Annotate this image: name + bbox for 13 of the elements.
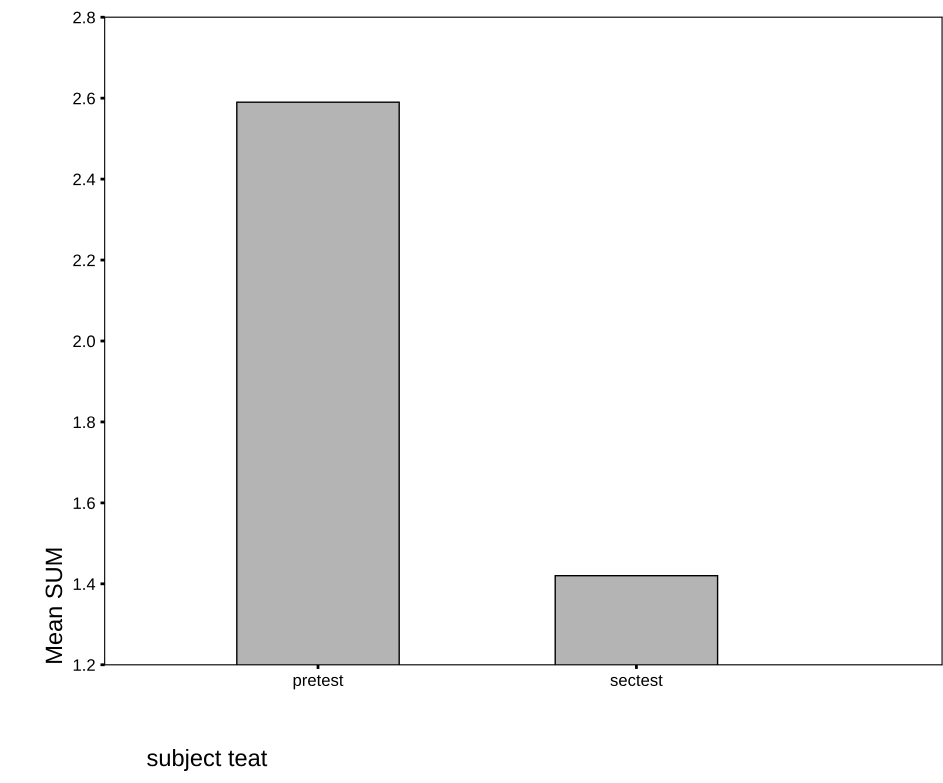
y-axis-title: Mean SUM: [46, 548, 62, 663]
x-axis-title: subject teat: [147, 748, 268, 771]
y-tick-label: 2.0: [73, 335, 95, 348]
y-tick-label: 1.6: [74, 497, 95, 510]
y-tick-label: 1.8: [74, 416, 95, 428]
y-tick-label: 1.2: [74, 659, 95, 671]
y-tick-label: 2.6: [73, 92, 95, 104]
x-tick-label: pretest: [294, 675, 344, 690]
y-tick-label: 1.4: [74, 578, 96, 590]
y-tick-label: 2.8: [73, 12, 95, 24]
y-tick-label: 2.4: [73, 174, 96, 186]
x-tick-label: sectest: [610, 675, 663, 686]
y-tick-label: 2.2: [73, 254, 95, 266]
